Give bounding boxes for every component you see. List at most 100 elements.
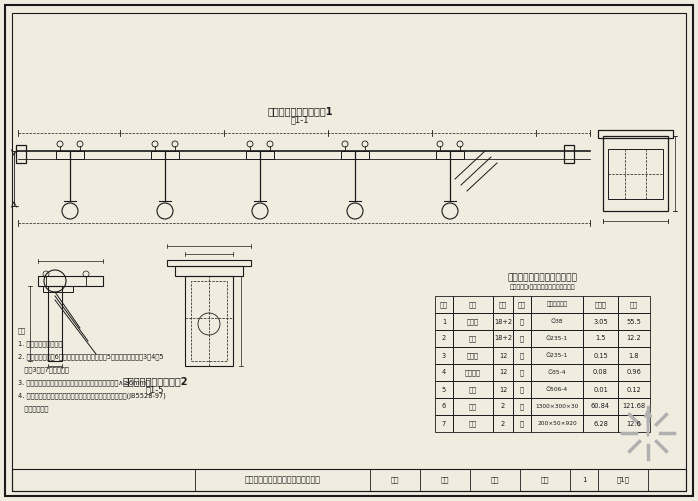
Text: 鼓速风机基础预埋支座1: 鼓速风机基础预埋支座1 (267, 106, 333, 116)
Text: 共1册: 共1册 (616, 476, 630, 483)
Text: 6.28: 6.28 (593, 420, 608, 426)
Text: ∅506-4: ∅506-4 (546, 387, 568, 392)
Bar (48, 286, 62, 361)
Bar (564, 145, 574, 163)
Text: 0.12: 0.12 (627, 386, 641, 392)
Text: 隧道风机基础预埋支座设计图（一）: 隧道风机基础预埋支座设计图（一） (245, 475, 321, 484)
Text: ∅35-4: ∅35-4 (548, 370, 566, 375)
Text: 个: 个 (520, 403, 524, 410)
Text: 图号: 图号 (541, 476, 549, 483)
Text: 3. 安装支管电、端盖件与折弯端部采用角焊缝，角焊缝∧≥6mm。: 3. 安装支管电、端盖件与折弯端部采用角焊缝，角焊缝∧≥6mm。 (18, 380, 150, 386)
Bar (531, 347, 583, 364)
Bar (453, 381, 493, 398)
Bar (618, 415, 650, 432)
Text: 垫板: 垫板 (469, 386, 477, 393)
Text: 图1-5: 图1-5 (146, 385, 164, 394)
Text: 1: 1 (581, 477, 586, 483)
Text: 5: 5 (442, 386, 446, 392)
Text: ∅38: ∅38 (551, 319, 563, 324)
Bar (175, 266, 243, 276)
Bar (493, 296, 513, 313)
Bar (453, 313, 493, 330)
Bar (493, 364, 513, 381)
Bar (435, 415, 453, 432)
Bar (603, 136, 668, 211)
Bar (513, 347, 531, 364)
Bar (493, 347, 513, 364)
Text: 审核: 审核 (491, 476, 499, 483)
Bar (435, 313, 453, 330)
Bar (493, 415, 513, 432)
Text: 2. 施工时先安装件6和预埋附属部件，待浇与件5焊接，最后固定件3、4、5: 2. 施工时先安装件6和预埋附属部件，待浇与件5焊接，最后固定件3、4、5 (18, 354, 163, 360)
Text: 图1-1: 图1-1 (291, 116, 309, 125)
Text: 0.08: 0.08 (593, 370, 608, 376)
Bar (435, 330, 453, 347)
Bar (453, 398, 493, 415)
Text: 18+2: 18+2 (494, 336, 512, 342)
Bar (583, 347, 618, 364)
Text: 12.2: 12.2 (627, 336, 641, 342)
Text: 端盖: 端盖 (469, 335, 477, 342)
Text: 1. 本图尺寸均适用标。: 1. 本图尺寸均适用标。 (18, 341, 62, 347)
Bar (435, 347, 453, 364)
Bar (531, 296, 583, 313)
Bar (341, 151, 369, 159)
Bar (583, 381, 618, 398)
Text: 个: 个 (520, 318, 524, 325)
Text: 螺旋板: 螺旋板 (467, 352, 479, 359)
Text: 1.8: 1.8 (629, 353, 639, 359)
Bar (583, 398, 618, 415)
Bar (618, 313, 650, 330)
Text: 的相关规定。: 的相关规定。 (18, 406, 48, 412)
Bar (453, 364, 493, 381)
Bar (43, 286, 73, 292)
Bar (513, 415, 531, 432)
Bar (618, 381, 650, 398)
Bar (608, 149, 663, 199)
Text: 总重: 总重 (630, 301, 638, 308)
Bar (493, 381, 513, 398)
Text: 基础管: 基础管 (467, 318, 479, 325)
Bar (583, 364, 618, 381)
Bar (531, 313, 583, 330)
Text: 3: 3 (442, 353, 446, 359)
Text: 个: 个 (520, 352, 524, 359)
Bar (56, 151, 84, 159)
Text: ∅235-1: ∅235-1 (546, 353, 568, 358)
Text: 4. 所有预埋结构端部外法规，氩弧焊件，详细电气间距规定(JB5528-97): 4. 所有预埋结构端部外法规，氩弧焊件，详细电气间距规定(JB5528-97) (18, 393, 166, 399)
Text: 2: 2 (501, 403, 505, 409)
Text: 0.15: 0.15 (593, 353, 608, 359)
Bar (12, 469, 686, 491)
Bar (618, 347, 650, 364)
Bar (513, 398, 531, 415)
Text: 7: 7 (442, 420, 446, 426)
Text: 个: 个 (520, 369, 524, 376)
Bar (598, 130, 673, 138)
Bar (435, 296, 453, 313)
Text: 1: 1 (442, 319, 446, 325)
Bar (618, 398, 650, 415)
Bar (453, 347, 493, 364)
Bar (583, 313, 618, 330)
Bar (531, 415, 583, 432)
Text: 个: 个 (520, 386, 524, 393)
Bar (531, 364, 583, 381)
Text: 注：: 注： (18, 328, 26, 334)
Text: 个: 个 (520, 420, 524, 427)
Bar (618, 330, 650, 347)
Bar (435, 398, 453, 415)
Text: 单件重: 单件重 (595, 301, 607, 308)
Text: 0.01: 0.01 (593, 386, 608, 392)
Bar (531, 330, 583, 347)
Bar (191, 281, 227, 361)
Bar (167, 260, 251, 266)
Bar (531, 381, 583, 398)
Text: 个: 个 (520, 335, 524, 342)
Text: 200×50×920: 200×50×920 (537, 421, 577, 426)
Bar (493, 398, 513, 415)
Text: 件号: 件号 (440, 301, 448, 308)
Text: 名称: 名称 (469, 301, 477, 308)
Text: 1300×300×30: 1300×300×30 (535, 404, 579, 409)
Bar (513, 330, 531, 347)
Bar (583, 415, 618, 432)
